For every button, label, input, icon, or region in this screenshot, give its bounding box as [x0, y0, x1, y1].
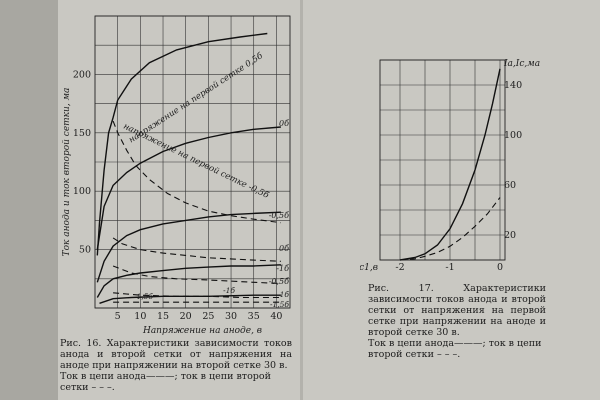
x-tick-label: 15	[157, 311, 169, 322]
y-tick-label: 100	[73, 186, 91, 197]
figure-17-chart: 20 60 100 140 -2 -1 0 Iа,Iс,ма Uс1,в	[360, 59, 540, 273]
curve-annotation: -0,5б	[269, 277, 289, 286]
y-tick-label: 50	[79, 245, 91, 256]
figure-16-caption: Рис. 16. Характеристики зависимости токо…	[60, 338, 292, 393]
x-tick-label: 35	[248, 311, 260, 322]
x-tick-label: 5	[115, 311, 121, 322]
screen-current-line	[112, 120, 281, 224]
curve-annotation: 0б	[279, 244, 289, 253]
x-tick-label: 25	[202, 311, 214, 322]
screen-current-line	[112, 265, 281, 285]
x-axis-label: Uс1,в	[360, 263, 378, 273]
figure-17-legend: Ток в цепи анода———; ток в цепи второй с…	[368, 338, 542, 360]
figure-17-caption-text: Характеристики зависимости токов анода и…	[368, 283, 546, 338]
previous-page-edge	[0, 0, 58, 400]
curve-annotation: -1,5б	[270, 300, 289, 309]
screen-current-line	[112, 237, 281, 262]
x-tick-label: 10	[134, 311, 146, 322]
x-tick-label: 40	[270, 311, 282, 322]
y-tick-label: 100	[504, 130, 522, 141]
y-tick-label: 150	[73, 128, 91, 139]
y-tick-label: 20	[504, 230, 516, 241]
anode-current-line	[96, 264, 281, 298]
screen-current-line	[113, 292, 281, 299]
curve-annotation: 0б	[279, 119, 289, 128]
x-tick-label: 20	[180, 311, 192, 322]
figure-16-number: Рис. 16.	[60, 338, 102, 349]
figure-17-caption: Рис. 17. Характеристики зависимости токо…	[368, 283, 546, 360]
figure-17-number: Рис. 17.	[368, 283, 434, 294]
curve-annotation: -1б	[276, 264, 289, 273]
curve-annotation: -1б	[223, 286, 235, 295]
figure-16-caption-text: Характеристики зависимости токов анода и…	[60, 338, 292, 371]
page-spine	[300, 0, 303, 400]
y-axis-label: Iа,Iс,ма	[503, 59, 540, 69]
anode-current-line	[399, 68, 501, 261]
y-axis-label: Ток анода и ток второй сетки, ма	[62, 88, 72, 257]
plot-frame	[379, 59, 506, 261]
curve-annotation: -0,5б	[269, 211, 289, 220]
x-tick-label: 30	[225, 311, 237, 322]
x-tick-label: 0	[497, 262, 503, 273]
anode-current-line	[96, 211, 281, 283]
anode-current-line	[96, 126, 281, 250]
x-tick-label: -1	[445, 262, 454, 273]
curve-annotation: -1б	[277, 290, 289, 299]
y-tick-label: 200	[73, 69, 91, 80]
curve-annotation: 1,5б	[136, 292, 153, 301]
plot-frame	[94, 15, 291, 309]
y-tick-label: 60	[504, 180, 516, 191]
y-tick-label: 140	[504, 80, 522, 91]
screen-current-line	[399, 197, 501, 261]
x-tick-label: -2	[395, 262, 404, 273]
x-axis-label: Напряжение на аноде, в	[142, 326, 262, 336]
figure-16-legend: Ток в цепи анода———; ток в цепи второй с…	[60, 371, 271, 393]
anode-current-line	[96, 32, 268, 256]
